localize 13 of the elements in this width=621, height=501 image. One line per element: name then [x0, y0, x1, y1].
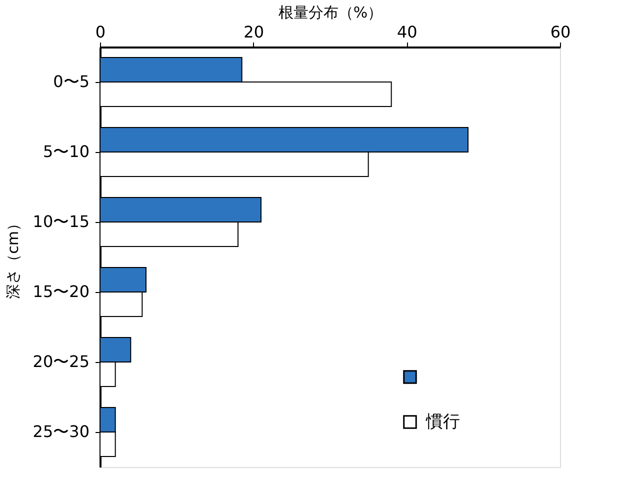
y-tick-label: 15〜20: [32, 282, 90, 301]
y-tick-label: 10〜15: [32, 212, 90, 231]
y-tick-label: 25〜30: [32, 422, 90, 441]
x-tick-label: 20: [244, 22, 264, 42]
x-tick-label: 40: [396, 22, 418, 42]
y-tick-label: 5〜10: [42, 142, 90, 161]
x-tick-label: 60: [550, 22, 571, 42]
legend-label: 慣行: [425, 412, 460, 432]
x-tick-label: 0: [95, 22, 106, 42]
y-tick-label: 20〜25: [32, 352, 90, 371]
y-tick-label: 0〜5: [53, 72, 90, 91]
y-axis-title: 深さ（cm）: [4, 216, 22, 299]
x-axis-title: 根量分布（%）: [278, 4, 383, 22]
